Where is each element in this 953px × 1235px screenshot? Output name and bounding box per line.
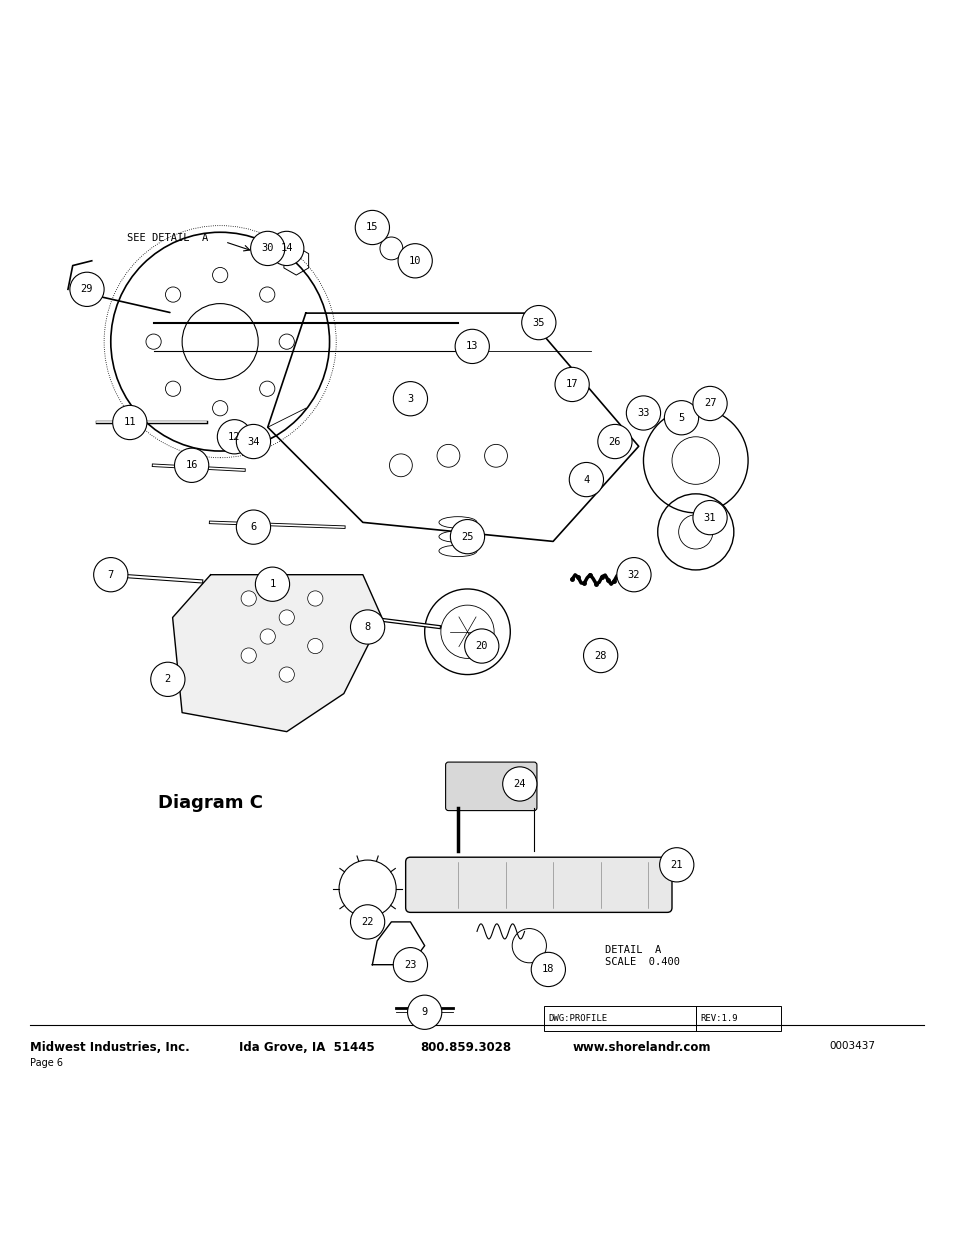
Circle shape: [450, 520, 484, 553]
Text: 20: 20: [475, 641, 488, 651]
Circle shape: [617, 557, 650, 592]
Text: DWG:PROFILE: DWG:PROFILE: [548, 1014, 607, 1023]
Text: 5: 5: [678, 412, 684, 422]
Text: 16: 16: [185, 461, 197, 471]
Circle shape: [255, 567, 290, 601]
Text: 22: 22: [361, 916, 374, 927]
Text: 7: 7: [108, 569, 113, 579]
Circle shape: [279, 667, 294, 682]
Text: 34: 34: [247, 436, 259, 447]
Text: REV:1.9: REV:1.9: [700, 1014, 738, 1023]
Text: 21: 21: [670, 860, 682, 869]
Circle shape: [151, 662, 185, 697]
Text: 23: 23: [404, 960, 416, 969]
Polygon shape: [172, 574, 381, 731]
Circle shape: [112, 405, 147, 440]
Circle shape: [555, 367, 589, 401]
Text: Page 6: Page 6: [30, 1058, 63, 1068]
Text: 25: 25: [460, 531, 474, 542]
Circle shape: [464, 629, 498, 663]
Circle shape: [270, 231, 304, 266]
Text: 18: 18: [541, 965, 554, 974]
Text: Ida Grove, IA  51445: Ida Grove, IA 51445: [239, 1041, 375, 1053]
Text: 1: 1: [269, 579, 275, 589]
Text: 2: 2: [165, 674, 171, 684]
Text: 30: 30: [261, 243, 274, 253]
Circle shape: [692, 500, 726, 535]
Circle shape: [241, 590, 256, 606]
Text: www.shorelandr.com: www.shorelandr.com: [572, 1041, 710, 1053]
Text: 35: 35: [532, 317, 544, 327]
Circle shape: [531, 952, 565, 987]
Text: Midwest Industries, Inc.: Midwest Industries, Inc.: [30, 1041, 190, 1053]
Circle shape: [260, 629, 275, 645]
Circle shape: [350, 610, 384, 645]
Text: 26: 26: [608, 436, 620, 447]
Circle shape: [279, 610, 294, 625]
Bar: [543, 1005, 695, 1031]
Bar: [695, 1005, 781, 1031]
Circle shape: [70, 272, 104, 306]
Circle shape: [455, 330, 489, 363]
Text: 10: 10: [409, 256, 421, 266]
Circle shape: [626, 396, 659, 430]
Text: Diagram C: Diagram C: [158, 794, 263, 811]
Text: 0003437: 0003437: [828, 1041, 874, 1051]
Circle shape: [93, 557, 128, 592]
Text: 12: 12: [228, 432, 240, 442]
Text: 14: 14: [280, 243, 293, 253]
Circle shape: [236, 510, 271, 545]
Text: 11: 11: [124, 417, 136, 427]
Text: SEE DETAIL  A: SEE DETAIL A: [127, 233, 208, 243]
Circle shape: [393, 947, 427, 982]
Text: 9: 9: [421, 1008, 427, 1018]
Circle shape: [598, 425, 632, 458]
Circle shape: [397, 243, 432, 278]
Circle shape: [659, 847, 693, 882]
Circle shape: [393, 382, 427, 416]
Circle shape: [583, 638, 618, 673]
FancyBboxPatch shape: [405, 857, 671, 913]
Circle shape: [308, 590, 322, 606]
Text: 3: 3: [407, 394, 413, 404]
Text: 800.859.3028: 800.859.3028: [419, 1041, 511, 1053]
Circle shape: [236, 425, 271, 458]
Circle shape: [251, 231, 285, 266]
Circle shape: [350, 905, 384, 939]
Text: 29: 29: [81, 284, 93, 294]
Circle shape: [308, 638, 322, 653]
Text: 28: 28: [594, 651, 606, 661]
Circle shape: [663, 400, 698, 435]
FancyBboxPatch shape: [445, 762, 537, 810]
Text: 27: 27: [703, 399, 716, 409]
Circle shape: [692, 387, 726, 421]
Circle shape: [569, 462, 603, 496]
Text: 15: 15: [366, 222, 378, 232]
Text: 24: 24: [513, 779, 525, 789]
Circle shape: [502, 767, 537, 802]
Text: 32: 32: [627, 569, 639, 579]
Text: 6: 6: [250, 522, 256, 532]
Text: 8: 8: [364, 622, 371, 632]
Circle shape: [521, 305, 556, 340]
Text: 13: 13: [465, 341, 478, 352]
Circle shape: [407, 995, 441, 1030]
Text: 33: 33: [637, 408, 649, 417]
Text: 17: 17: [565, 379, 578, 389]
Text: 31: 31: [703, 513, 716, 522]
Circle shape: [174, 448, 209, 483]
Circle shape: [355, 210, 389, 245]
Circle shape: [217, 420, 252, 454]
Text: DETAIL  A
SCALE  0.400: DETAIL A SCALE 0.400: [605, 945, 679, 967]
Text: 4: 4: [582, 474, 589, 484]
Circle shape: [241, 648, 256, 663]
